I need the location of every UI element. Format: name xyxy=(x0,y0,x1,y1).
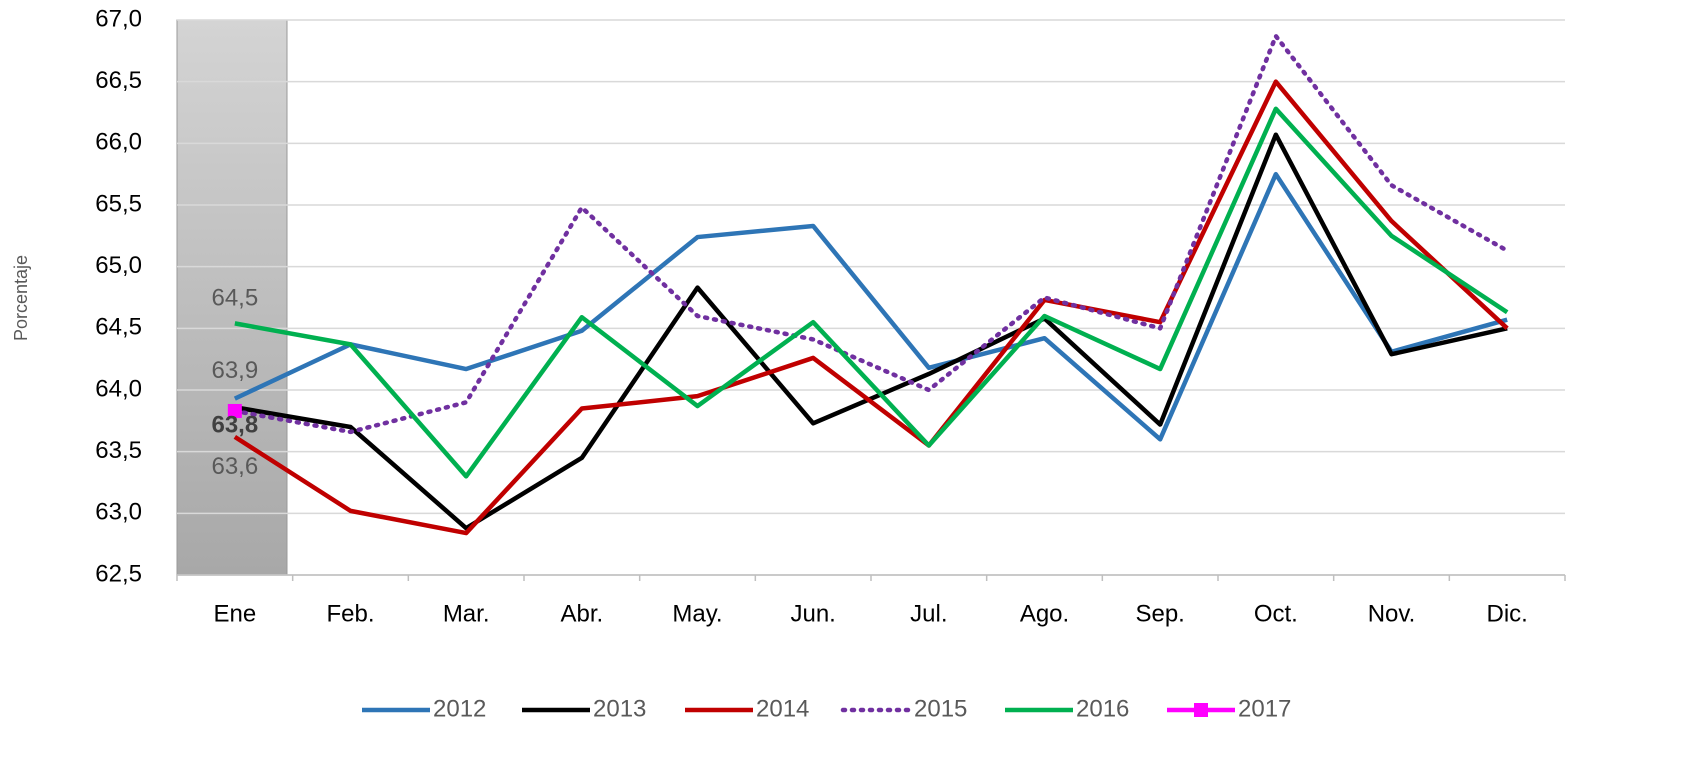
y-tick-label: 67,0 xyxy=(95,5,142,32)
y-tick-label: 62,5 xyxy=(95,560,142,587)
x-tick-label: Mar. xyxy=(443,600,490,627)
x-tick-label: Abr. xyxy=(560,600,603,627)
series-line xyxy=(233,171,1508,442)
data-label: 64,5 xyxy=(211,285,258,312)
y-tick-label: 66,5 xyxy=(95,67,142,94)
legend-marker xyxy=(1194,703,1208,717)
x-tick-label: Oct. xyxy=(1254,600,1298,627)
data-label: 63,6 xyxy=(211,453,258,480)
x-tick-label: Jul. xyxy=(910,600,947,627)
x-tick-label: Ene xyxy=(213,600,256,627)
legend-label: 2014 xyxy=(756,695,809,722)
legend-label: 2016 xyxy=(1076,695,1129,722)
x-tick-label: Feb. xyxy=(326,600,374,627)
data-label: 63,8 xyxy=(211,411,258,438)
series-line xyxy=(232,33,1510,435)
x-tick-label: May. xyxy=(672,600,722,627)
y-tick-label: 64,5 xyxy=(95,314,142,341)
y-tick-label: 66,0 xyxy=(95,129,142,156)
legend-label: 2012 xyxy=(433,695,486,722)
x-tick-label: Jun. xyxy=(790,600,835,627)
highlight-band xyxy=(176,19,288,576)
legend-label: 2017 xyxy=(1238,695,1291,722)
legend-label: 2015 xyxy=(914,695,967,722)
x-tick-label: Sep. xyxy=(1135,600,1184,627)
legend-label: 2013 xyxy=(593,695,646,722)
x-tick-label: Ago. xyxy=(1020,600,1069,627)
data-label: 63,9 xyxy=(211,357,258,384)
y-axis-title: Porcentaje xyxy=(11,255,31,341)
y-tick-label: 63,0 xyxy=(95,499,142,526)
series-line xyxy=(233,79,1509,536)
x-tick-label: Nov. xyxy=(1368,600,1416,627)
x-tick-label: Dic. xyxy=(1486,600,1527,627)
y-tick-label: 65,5 xyxy=(95,190,142,217)
series-line xyxy=(234,132,1508,531)
series-marker xyxy=(227,403,242,418)
series-line xyxy=(234,106,1509,479)
y-tick-label: 65,0 xyxy=(95,252,142,279)
y-tick-label: 63,5 xyxy=(95,437,142,464)
y-tick-label: 64,0 xyxy=(95,375,142,402)
